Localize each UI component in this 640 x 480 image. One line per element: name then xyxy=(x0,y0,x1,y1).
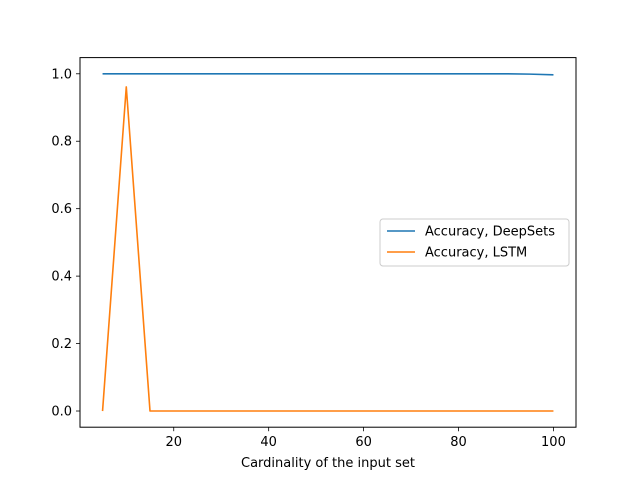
series-line-1 xyxy=(101,86,554,412)
x-axis-ticks: 20 40 60 80 100 xyxy=(165,427,566,450)
y-tick-label: 0.6 xyxy=(51,202,72,217)
x-tick-label: 100 xyxy=(541,435,566,450)
legend-label: Accuracy, DeepSets xyxy=(425,225,555,240)
legend-box xyxy=(379,218,570,267)
y-tick-label: 1.0 xyxy=(51,67,72,82)
x-tick-label: 60 xyxy=(355,435,372,450)
series-line-0 xyxy=(102,72,554,76)
y-tick-label: 0.2 xyxy=(51,337,72,352)
y-tick-label: 0.0 xyxy=(51,405,72,420)
legend-label: Accuracy, LSTM xyxy=(425,246,527,261)
x-tick-label: 40 xyxy=(260,435,277,450)
y-tick-label: 0.4 xyxy=(51,270,72,285)
y-tick-label: 0.8 xyxy=(51,135,72,150)
axes-frame xyxy=(79,57,577,428)
x-axis-label: Cardinality of the input set xyxy=(241,456,415,471)
series-layer xyxy=(101,72,554,412)
x-tick-label: 80 xyxy=(450,435,467,450)
x-tick-label: 20 xyxy=(165,435,182,450)
legend: Accuracy, DeepSets Accuracy, LSTM xyxy=(379,218,570,267)
y-axis-ticks: 0.0 0.2 0.4 0.6 0.8 1.0 xyxy=(51,67,80,420)
